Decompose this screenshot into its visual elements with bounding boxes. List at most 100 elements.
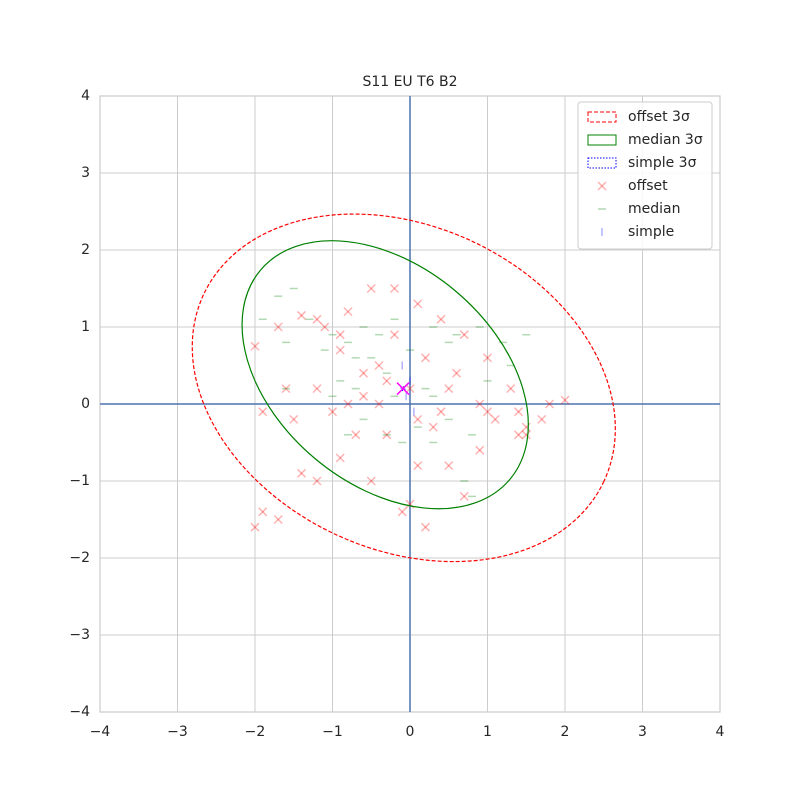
point <box>343 399 353 409</box>
point <box>296 310 307 320</box>
point <box>366 476 376 486</box>
marker-stroke <box>405 384 415 394</box>
marker-stroke <box>597 181 607 191</box>
marker-stroke <box>490 414 500 424</box>
marker-stroke <box>312 476 322 486</box>
marker-stroke <box>351 430 361 440</box>
marker-stroke <box>459 491 469 501</box>
x-tick-label: −2 <box>245 724 266 740</box>
x-tick-label: −4 <box>90 724 111 740</box>
marker-stroke <box>366 283 376 294</box>
marker-stroke <box>382 376 392 386</box>
marker-stroke <box>521 430 531 440</box>
point <box>343 307 353 317</box>
marker-stroke <box>436 314 446 324</box>
sigma-ellipse <box>400 386 406 392</box>
point <box>428 422 438 432</box>
x-tick-label: 0 <box>406 724 415 740</box>
point <box>544 399 555 409</box>
legend-label: simple <box>628 224 674 240</box>
sigma-ellipse <box>191 213 616 563</box>
legend-marker <box>597 181 607 191</box>
point <box>451 368 462 378</box>
marker-stroke <box>506 384 516 394</box>
legend-label: median 3σ <box>628 132 703 148</box>
point <box>273 514 283 525</box>
marker-stroke <box>521 430 531 440</box>
marker-stroke <box>366 476 376 486</box>
point <box>389 330 400 340</box>
point <box>521 422 531 432</box>
marker-stroke <box>335 453 345 463</box>
legend-label: offset <box>628 178 668 194</box>
marker-stroke <box>374 399 384 409</box>
marker-stroke <box>413 414 423 424</box>
point <box>560 395 570 405</box>
point <box>459 491 469 501</box>
marker-stroke <box>405 499 415 509</box>
marker-stroke <box>258 407 268 417</box>
marker-stroke <box>273 322 283 332</box>
marker-stroke <box>358 368 369 378</box>
marker-stroke <box>475 445 485 455</box>
point <box>490 414 500 424</box>
marker-stroke <box>597 181 607 191</box>
point <box>250 341 260 351</box>
y-tick-label: 0 <box>81 396 90 412</box>
marker-stroke <box>537 414 547 424</box>
marker-stroke <box>258 407 268 417</box>
marker-stroke <box>459 330 469 340</box>
sigma-ellipse <box>241 240 529 510</box>
marker-stroke <box>320 322 330 332</box>
marker-stroke <box>413 299 423 309</box>
x-tick-label: −1 <box>322 724 343 740</box>
marker-stroke <box>513 430 524 440</box>
marker-stroke <box>397 507 407 517</box>
point <box>396 382 410 396</box>
y-tick-label: −3 <box>69 627 90 643</box>
marker-stroke <box>343 307 353 317</box>
marker-stroke <box>389 330 400 340</box>
marker-stroke <box>537 414 547 424</box>
point <box>281 384 291 394</box>
marker-stroke <box>327 407 338 417</box>
y-tick-label: −1 <box>69 473 90 489</box>
marker-stroke <box>521 422 531 432</box>
point <box>413 461 423 471</box>
marker-stroke <box>413 299 423 309</box>
marker-stroke <box>482 407 493 417</box>
marker-stroke <box>513 407 524 417</box>
marker-stroke <box>273 514 283 525</box>
point <box>459 330 469 340</box>
x-tick-label: 2 <box>561 724 570 740</box>
marker-stroke <box>451 368 462 378</box>
marker-stroke <box>250 522 260 532</box>
legend-label: simple 3σ <box>628 155 697 171</box>
point <box>358 391 369 401</box>
marker-stroke <box>382 430 392 440</box>
marker-stroke <box>560 395 570 405</box>
point <box>482 407 493 417</box>
point <box>366 283 376 294</box>
marker-stroke <box>273 322 283 332</box>
marker-stroke <box>506 384 516 394</box>
marker-stroke <box>482 353 493 363</box>
y-tick-label: −2 <box>69 550 90 566</box>
legend-swatch <box>587 157 617 169</box>
marker-stroke <box>335 345 345 355</box>
point <box>358 368 369 378</box>
point <box>521 430 531 440</box>
marker-stroke <box>475 445 485 455</box>
point <box>436 314 446 324</box>
point <box>382 430 392 440</box>
marker-stroke <box>335 345 345 355</box>
point <box>320 322 330 332</box>
marker-stroke <box>281 384 291 394</box>
marker-stroke <box>358 368 369 378</box>
point <box>513 430 524 440</box>
marker-stroke <box>296 468 307 478</box>
point <box>475 445 485 455</box>
point <box>335 330 345 340</box>
marker-stroke <box>444 384 454 394</box>
